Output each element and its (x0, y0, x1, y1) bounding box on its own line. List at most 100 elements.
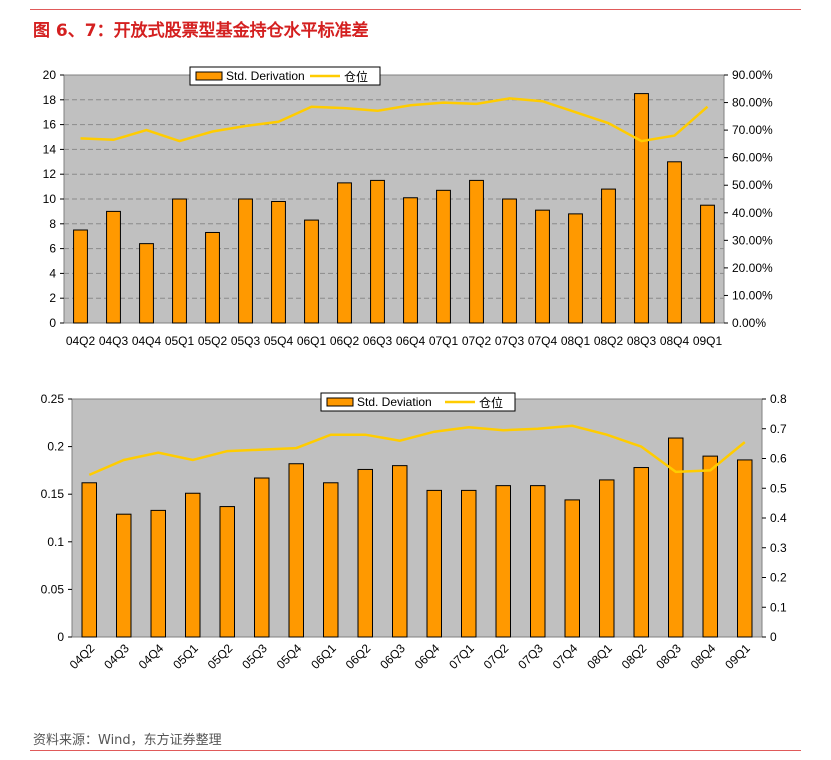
x-axis-label-08Q4: 08Q4 (660, 334, 690, 348)
bar-08Q2 (601, 188, 616, 324)
right-axis-tick-label: 0.2 (770, 571, 787, 585)
x-axis-label-06Q1: 06Q1 (308, 641, 339, 672)
x-axis-label-07Q4: 07Q4 (528, 334, 558, 348)
x-axis-label-04Q2: 04Q2 (67, 641, 98, 672)
right-axis-tick-label: 0.6 (770, 452, 787, 466)
right-axis-tick-label: 30.00% (732, 233, 773, 247)
left-axis-tick-label: 16 (43, 118, 57, 132)
left-axis-tick-label: 12 (43, 167, 57, 181)
x-axis-label-05Q4: 05Q4 (264, 334, 294, 348)
bar-06Q2 (357, 468, 373, 638)
bar-05Q3 (254, 477, 270, 638)
bar-08Q3 (634, 93, 649, 324)
bar-06Q4 (426, 489, 442, 638)
x-axis-label-08Q4: 08Q4 (688, 641, 719, 672)
x-axis-label-05Q2: 05Q2 (205, 641, 236, 672)
x-axis-label-07Q2: 07Q2 (481, 641, 512, 672)
x-axis-label-08Q1: 08Q1 (561, 334, 591, 348)
left-axis-tick-label: 0.15 (41, 487, 65, 501)
left-axis-tick-label: 0.25 (41, 392, 65, 406)
left-axis-tick-label: 0.1 (47, 535, 64, 549)
right-axis-tick-label: 0.1 (770, 600, 787, 614)
left-axis-tick-label: 18 (43, 93, 57, 107)
legend-box (320, 392, 516, 412)
right-axis-tick-label: 0.5 (770, 481, 787, 495)
chart-position-std-1: 0 2 4 6 8 10 12 14 16 18 20 0.00% 10.00% 20.00% 30.00%… (43, 66, 773, 348)
bar-06Q4 (403, 197, 418, 324)
x-axis-label-04Q3: 04Q3 (101, 641, 132, 672)
bar-08Q4 (667, 161, 682, 324)
x-axis-label-06Q4: 06Q4 (412, 641, 443, 672)
x-axis-label-09Q1: 09Q1 (722, 641, 753, 672)
x-axis-label-07Q2: 07Q2 (462, 334, 492, 348)
left-axis-tick-label: 2 (49, 291, 56, 305)
legend-bar-label: Std. Deviation (357, 395, 432, 409)
plot-area (71, 398, 763, 638)
legend-line-label: 仓位 (479, 395, 503, 410)
legend: Std. Deviation 仓位 (320, 392, 516, 412)
bar-07Q2 (469, 179, 484, 324)
bar-04Q2 (81, 482, 97, 638)
bar-09Q1 (737, 459, 753, 638)
bar-07Q4 (535, 209, 550, 324)
x-axis-label-05Q3: 05Q3 (239, 641, 270, 672)
x-axis-label-07Q3: 07Q3 (495, 334, 525, 348)
x-axis-label-09Q1: 09Q1 (693, 334, 723, 348)
x-axis-label-06Q2: 06Q2 (343, 641, 374, 672)
figure-title: 图 6、7：开放式股票型基金持仓水平标准差 (33, 21, 369, 41)
bar-05Q1 (185, 492, 201, 638)
x-axis-label-05Q4: 05Q4 (274, 641, 305, 672)
x-axis-label-04Q4: 04Q4 (136, 641, 167, 672)
bar-07Q3 (502, 198, 517, 324)
bar-06Q2 (337, 182, 352, 324)
bar-04Q4 (139, 243, 154, 324)
right-axis-tick-label: 40.00% (732, 206, 773, 220)
bar-05Q4 (271, 200, 286, 324)
x-axis-label-08Q3: 08Q3 (653, 641, 684, 672)
x-axis-label-04Q4: 04Q4 (132, 334, 162, 348)
left-axis-tick-label: 0 (49, 316, 56, 330)
x-axis-label-05Q2: 05Q2 (198, 334, 228, 348)
right-axis-tick-label: 0 (770, 630, 777, 644)
x-axis-label-08Q2: 08Q2 (594, 334, 624, 348)
source-note: 资料来源：Wind，东方证券整理 (33, 733, 222, 748)
left-axis-tick-label: 14 (43, 142, 57, 156)
bar-04Q3 (106, 210, 121, 324)
legend: Std. Derivation 仓位 (189, 66, 381, 86)
left-axis-tick-label: 20 (43, 68, 57, 82)
x-axis-label-06Q3: 06Q3 (363, 334, 393, 348)
legend-box (189, 66, 381, 86)
top-rule (30, 9, 801, 10)
bar-05Q3 (238, 198, 253, 324)
left-axis-tick-label: 10 (43, 192, 57, 206)
left-axis-tick-label: 0 (57, 630, 64, 644)
right-axis-tick-label: 0.7 (770, 422, 787, 436)
right-axis-tick-label: 0.8 (770, 392, 787, 406)
bar-06Q3 (370, 179, 385, 324)
x-axis-label-05Q1: 05Q1 (165, 334, 195, 348)
legend-bar-label: Std. Derivation (226, 69, 305, 83)
bar-05Q1 (172, 198, 187, 324)
x-axis-label-08Q2: 08Q2 (619, 641, 650, 672)
x-axis-label-06Q2: 06Q2 (330, 334, 360, 348)
left-axis-tick-label: 0.05 (41, 582, 65, 596)
legend-line-label: 仓位 (344, 69, 368, 84)
x-axis-label-07Q1: 07Q1 (429, 334, 459, 348)
right-axis-tick-label: 50.00% (732, 178, 773, 192)
x-axis-label-04Q3: 04Q3 (99, 334, 129, 348)
bar-09Q1 (700, 204, 715, 324)
bar-08Q4 (702, 455, 718, 638)
x-axis-label-05Q1: 05Q1 (170, 641, 201, 672)
bar-08Q1 (599, 479, 615, 638)
right-axis-tick-label: 80.00% (732, 96, 773, 110)
right-axis-tick-label: 90.00% (732, 68, 773, 82)
position-line (88, 424, 746, 477)
right-axis-tick-label: 10.00% (732, 288, 773, 302)
bar-06Q3 (392, 465, 408, 638)
bar-08Q3 (668, 437, 684, 638)
chart-position-std-2: 0 0.05 0.1 0.15 0.2 0.25 0 0.1 0.2 0.3 0.4 0.5 0.6 0.… (41, 392, 787, 672)
right-axis-tick-label: 0.00% (732, 316, 766, 330)
bar-08Q1 (568, 213, 583, 324)
x-axis-label-07Q4: 07Q4 (550, 641, 581, 672)
legend-bar-swatch (326, 397, 354, 407)
